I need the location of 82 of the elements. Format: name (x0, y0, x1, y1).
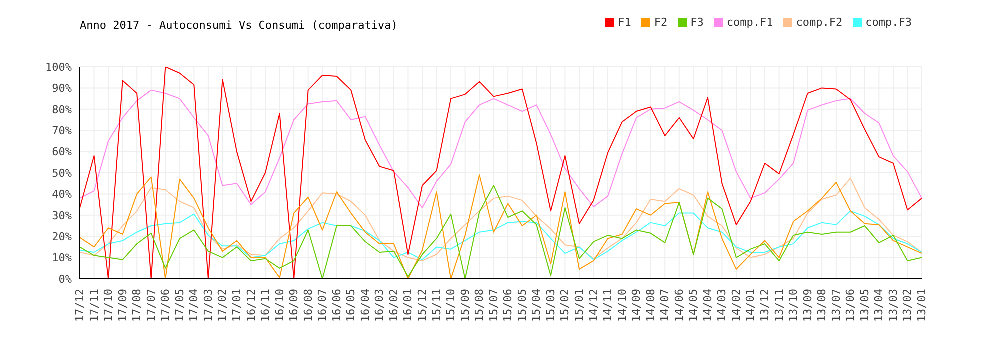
x-tick-label: 16/12 (244, 289, 258, 322)
x-tick-label: 16/05 (344, 289, 358, 322)
x-tick-label: 14/08 (644, 289, 658, 322)
x-tick-label: 13/09 (801, 289, 814, 322)
line-series (80, 210, 922, 260)
x-tick-label: 15/10 (444, 289, 458, 322)
x-tick-label: 14/10 (616, 289, 629, 322)
x-tick-label: 16/06 (330, 289, 344, 322)
x-tick-label: 15/11 (430, 289, 444, 322)
x-tick-label: 17/02 (216, 289, 230, 322)
x-tick-label: 15/04 (530, 288, 544, 322)
x-tick-label: 17/09 (116, 289, 130, 322)
x-tick-label: 14/09 (630, 289, 644, 322)
x-tick-label: 16/02 (387, 289, 400, 322)
legend-label: F2 (654, 16, 668, 29)
y-tick-label: 40% (52, 188, 72, 202)
chart-title: Anno 2017 - Autoconsumi Vs Consumi (comparativa) (80, 19, 398, 32)
legend-label: comp.F2 (796, 16, 843, 29)
x-tick-label: 17/04 (188, 288, 201, 322)
x-tick-label: 16/09 (288, 289, 301, 322)
x-tick-label: 13/08 (816, 289, 829, 322)
x-tick-label: 15/03 (544, 289, 558, 322)
x-tick-label: 14/07 (658, 289, 672, 322)
x-tick-label: 14/11 (602, 289, 615, 322)
x-tick-label: 16/10 (273, 289, 286, 322)
x-tick-label: 14/03 (716, 289, 729, 322)
x-tick-label: 15/05 (516, 289, 529, 322)
x-tick-label: 13/04 (872, 288, 886, 322)
x-tick-label: 15/02 (558, 289, 572, 322)
line-series (80, 178, 922, 262)
x-tick-label: 15/06 (502, 289, 515, 322)
x-tick-label: 14/01 (744, 289, 758, 322)
y-tick-label: 0% (58, 272, 72, 286)
y-tick-label: 50% (52, 166, 72, 180)
x-tick-label: 16/01 (402, 289, 415, 322)
y-tick-label: 80% (52, 103, 72, 116)
x-tick-label: 16/07 (316, 289, 330, 322)
x-tick-label: 13/03 (886, 289, 900, 322)
x-tick-label: 17/07 (144, 289, 158, 322)
legend-label: F3 (690, 16, 704, 29)
x-tick-label: 13/12 (758, 289, 772, 322)
legend-label: F1 (618, 16, 632, 29)
x-tick-label: 17/05 (173, 289, 186, 322)
x-tick-label: 17/12 (74, 289, 86, 322)
x-tick-label: 17/03 (202, 289, 215, 322)
x-tick-label: 16/03 (373, 289, 386, 322)
x-tick-label: 13/10 (787, 289, 800, 322)
x-tick-label: 17/11 (88, 289, 101, 322)
x-tick-label: 13/02 (901, 289, 914, 322)
x-tick-label: 15/07 (487, 289, 500, 322)
x-tick-label: 15/01 (572, 289, 586, 322)
y-tick-label: 70% (52, 124, 72, 138)
x-tick-label: 16/04 (358, 288, 372, 322)
y-tick-label: 90% (52, 82, 72, 96)
x-tick-label: 15/12 (416, 289, 430, 322)
x-tick-label: 14/05 (687, 289, 700, 322)
x-tick-label: 13/06 (844, 289, 858, 322)
y-tick-label: 10% (52, 252, 72, 265)
legend-label: comp.F1 (726, 16, 774, 29)
x-tick-label: 17/08 (130, 289, 144, 322)
y-tick-label: 100% (46, 60, 72, 74)
x-tick-label: 13/05 (858, 289, 872, 322)
x-tick-label: 17/01 (230, 289, 244, 322)
x-tick-label: 15/08 (473, 289, 486, 322)
x-tick-label: 14/06 (672, 289, 686, 322)
y-tick-label: 60% (52, 146, 72, 159)
x-tick-label: 16/08 (302, 289, 315, 322)
x-tick-label: 17/10 (102, 289, 116, 322)
x-tick-label: 13/01 (916, 289, 928, 322)
x-tick-label: 14/04 (701, 288, 714, 322)
y-tick-label: 20% (52, 230, 72, 244)
legend-label: comp.F3 (866, 16, 912, 29)
x-tick-label: 13/11 (772, 289, 786, 322)
y-tick-label: 30% (52, 209, 72, 222)
x-tick-label: 13/07 (830, 289, 843, 322)
x-tick-label: 16/11 (259, 289, 272, 322)
line-series (80, 67, 922, 279)
x-tick-label: 15/09 (458, 289, 472, 322)
x-tick-label: 14/02 (730, 289, 743, 322)
line-series (80, 90, 922, 208)
x-tick-label: 17/06 (159, 289, 172, 322)
x-tick-label: 14/12 (587, 289, 600, 322)
